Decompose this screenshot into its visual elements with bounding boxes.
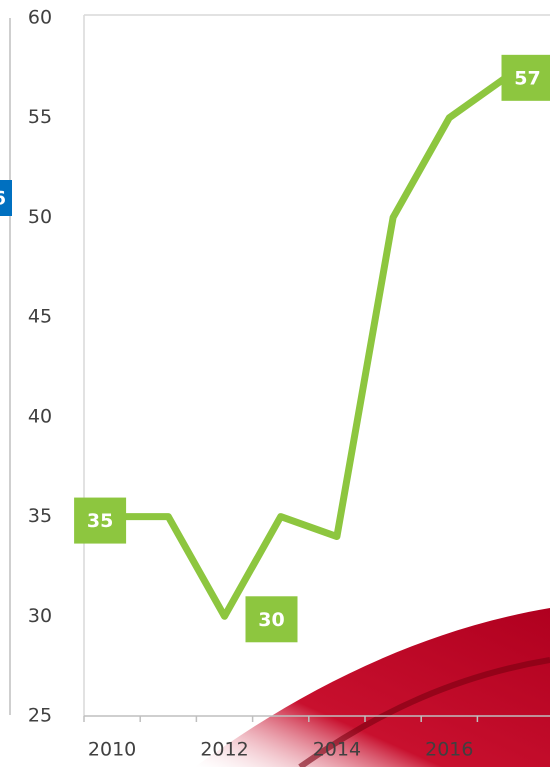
decor-swoosh — [195, 608, 550, 767]
y-tick-label: 55 — [28, 106, 52, 128]
value-label: 30 — [258, 609, 284, 631]
y-tick-label: 40 — [28, 405, 52, 427]
value-label: 35 — [87, 510, 113, 532]
y-tick-label: 35 — [28, 505, 52, 527]
line — [112, 74, 508, 620]
value-label-box — [74, 497, 127, 544]
side-label: 6 — [0, 188, 6, 210]
value-label-box — [501, 54, 550, 101]
y-tick-label: 25 — [28, 705, 52, 727]
y-tick-label: 60 — [28, 7, 52, 29]
x-tick-label: 2010 — [88, 739, 136, 761]
y-tick-label: 50 — [28, 206, 52, 228]
x-tick-label: 2016 — [425, 739, 473, 761]
value-label: 57 — [514, 67, 540, 89]
x-tick-label: 2014 — [313, 739, 361, 761]
x-tick-label: 2012 — [200, 739, 248, 761]
side-label-box — [0, 180, 12, 216]
y-tick-label: 30 — [28, 605, 52, 627]
y-tick-label: 45 — [28, 306, 52, 328]
decor-swoosh-line — [298, 657, 550, 767]
value-label-box — [245, 596, 298, 643]
